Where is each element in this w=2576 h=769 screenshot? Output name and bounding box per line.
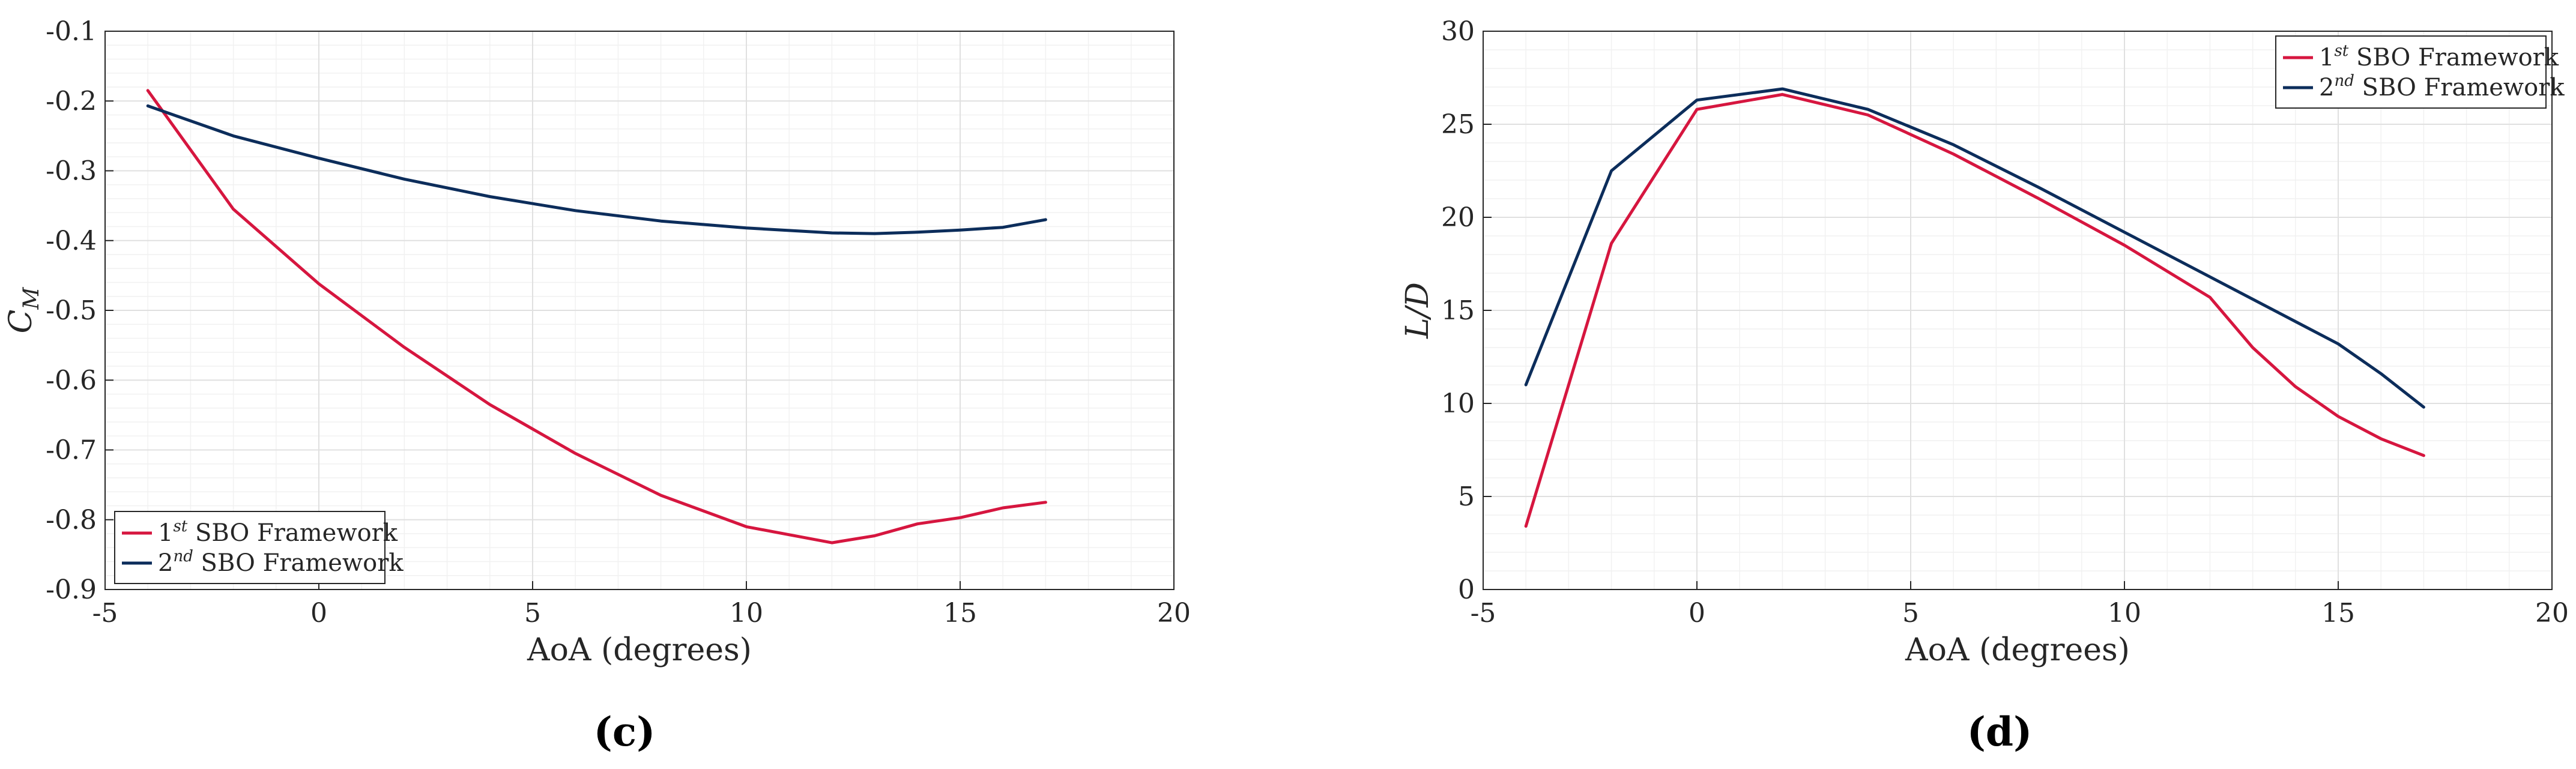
legend-entry-number: 2 <box>2319 74 2334 101</box>
y-tick-label: 0 <box>1458 574 1475 605</box>
y-tick-label: -0.2 <box>46 86 97 116</box>
series-line-1 <box>146 89 1047 544</box>
x-axis-label: AoA (degrees) <box>527 632 752 668</box>
legend-entry-1: 1st SBO Framework <box>2319 42 2559 71</box>
y-tick-label: -0.7 <box>46 435 97 466</box>
y-tick-label: 25 <box>1441 109 1475 140</box>
legend-entry-text: SBO Framework <box>2354 74 2565 101</box>
panel-caption-c: (c) <box>594 708 656 755</box>
x-tick-label: 15 <box>943 598 977 629</box>
x-axis-label: AoA (degrees) <box>1905 632 2130 668</box>
legend-entry-2: 2nd SBO Framework <box>158 547 404 577</box>
y-tick-label: 20 <box>1441 202 1475 233</box>
legend-box <box>2275 35 2547 109</box>
legend-entry-text: SBO Framework <box>187 519 398 547</box>
series-line-2 <box>1524 87 2425 409</box>
legend-box <box>114 511 385 584</box>
legend-entry-superscript: st <box>173 517 187 535</box>
y-axis-label: L/D <box>1400 282 1436 339</box>
legend-entry-text: SBO Framework <box>2348 44 2559 71</box>
legend-entry-number: 2 <box>158 549 173 577</box>
legend-entry-1: 1st SBO Framework <box>158 517 398 547</box>
y-tick-label: 15 <box>1441 295 1475 326</box>
x-tick-label: 10 <box>730 598 763 629</box>
y-tick-label: 5 <box>1458 481 1475 512</box>
y-axis-label-subscript: M <box>19 287 44 310</box>
y-tick-label: -0.5 <box>46 295 97 326</box>
y-tick-label: -0.4 <box>46 226 97 256</box>
y-tick-label: -0.6 <box>46 365 97 396</box>
x-tick-label: 5 <box>1902 598 1919 629</box>
legend-entry-superscript: nd <box>2334 72 2354 90</box>
legend-entry-text: SBO Framework <box>193 549 404 577</box>
x-tick-label: 20 <box>2535 598 2569 629</box>
y-tick-label: 30 <box>1441 16 1475 47</box>
chart-panel-c: -5 0 5 10 15 20 -0.9 -0.8 -0.7 -0.6 -0.5 -0.4 -0.3 -0… <box>3 16 1191 668</box>
y-tick-label: -0.9 <box>46 574 97 605</box>
legend-entry-number: 1 <box>158 519 173 547</box>
y-tick-label: 10 <box>1441 388 1475 419</box>
y-tick-label: -0.3 <box>46 156 97 187</box>
series-line-2 <box>146 104 1047 235</box>
x-tick-label: 20 <box>1157 598 1191 629</box>
legend-entry-number: 1 <box>2319 44 2334 71</box>
x-tick-label: 5 <box>524 598 541 629</box>
y-tick-label: -0.8 <box>46 505 97 535</box>
legend-entry-superscript: nd <box>173 547 193 565</box>
y-axis-label: CM <box>3 287 44 334</box>
series-line-1 <box>1524 92 2425 528</box>
x-tick-label: -5 <box>1471 598 1496 629</box>
x-tick-label: 10 <box>2108 598 2141 629</box>
x-tick-label: 15 <box>2321 598 2355 629</box>
x-tick-label: -5 <box>92 598 118 629</box>
panel-caption-d: (d) <box>1967 708 2033 755</box>
legend-entry-2: 2nd SBO Framework <box>2319 72 2565 101</box>
y-axis-label-main: C <box>3 310 39 334</box>
y-tick-label: -0.1 <box>46 16 97 47</box>
legend-entry-superscript: st <box>2334 42 2348 60</box>
x-tick-label: 0 <box>310 598 327 629</box>
x-tick-label: 0 <box>1689 598 1705 629</box>
